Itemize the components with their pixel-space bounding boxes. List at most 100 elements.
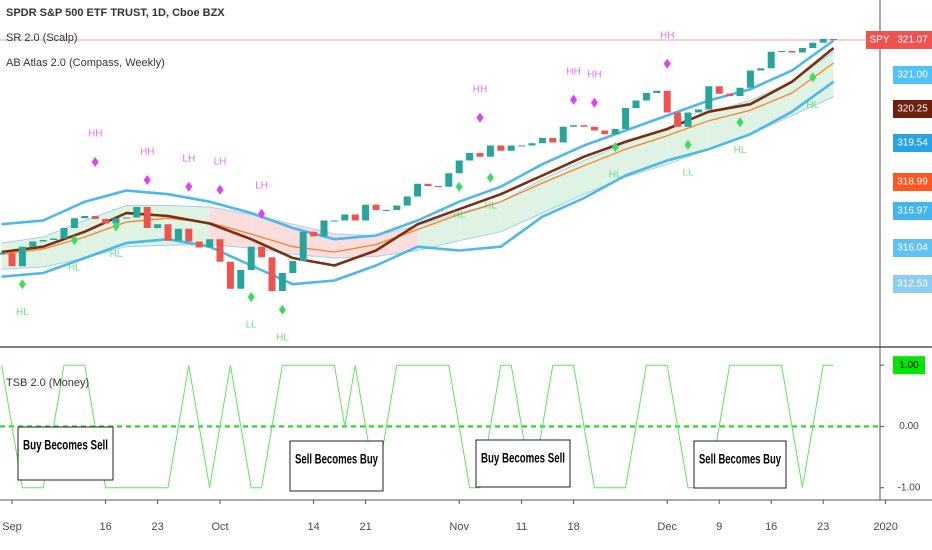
candle: [330, 220, 338, 222]
price-tag-label: 321.07: [897, 35, 928, 46]
pivot-diamond: [486, 172, 494, 183]
price-tag-label: 316.04: [897, 243, 928, 254]
cloud-segment: [417, 213, 460, 251]
candle: [70, 218, 78, 228]
pivot-diamond: [611, 142, 619, 152]
pivot-diamond: [143, 175, 151, 185]
candle: [216, 239, 224, 262]
candle: [538, 138, 546, 144]
x-tick-label: 14: [307, 521, 319, 533]
candle: [154, 224, 162, 228]
pivot-label: HL: [110, 249, 123, 260]
candle: [788, 51, 796, 53]
candle: [102, 219, 110, 224]
candle: [0, 252, 6, 255]
annotation-box: [17, 426, 114, 481]
pivot-diamond: [570, 94, 578, 105]
pivot-diamond: [663, 58, 671, 69]
candle: [746, 70, 754, 88]
candle: [767, 51, 775, 69]
pivot-label: HL: [68, 263, 81, 274]
indicator-line: [1, 62, 834, 255]
candle: [185, 228, 193, 242]
x-tick-label: 23: [151, 521, 163, 533]
price-tag: [893, 173, 932, 191]
candle: [382, 210, 390, 211]
candle: [393, 205, 401, 210]
pivot-label: HL: [276, 332, 289, 343]
candle: [466, 153, 474, 161]
x-tick-label: 16: [765, 521, 777, 533]
candle: [705, 86, 713, 110]
cloud-segment: [209, 207, 252, 249]
candle: [122, 217, 130, 219]
candle: [351, 214, 359, 221]
candle: [601, 130, 609, 135]
annotation-text: Sell Becomes Buy: [295, 451, 378, 467]
candle: [247, 246, 255, 270]
pivot-label: LH: [214, 156, 227, 167]
candle: [29, 241, 37, 247]
cloud-segment: [43, 220, 85, 267]
pivot-diamond: [18, 279, 26, 290]
price-tag: [893, 30, 932, 49]
y-tick-label: 1.00: [899, 360, 919, 371]
x-tick-label: 23: [817, 521, 829, 533]
cloud-segment: [584, 143, 626, 195]
pivot-diamond: [258, 208, 266, 219]
candle: [757, 68, 765, 71]
pivot-label: LL: [682, 167, 694, 178]
pivot-diamond: [247, 292, 255, 302]
price-tag-label: 319.54: [897, 138, 928, 149]
candle: [528, 143, 536, 146]
pivot-diamond: [185, 181, 193, 192]
pivot-label: HH: [88, 129, 102, 140]
candle: [611, 129, 619, 135]
indicator-name: TSB 2.0 (Money): [6, 377, 89, 389]
pivot-label: HH: [660, 30, 674, 41]
candle: [18, 246, 26, 267]
candle: [414, 183, 422, 197]
x-tick-label: 2020: [873, 521, 897, 533]
annotation-text: Buy Becomes Sell: [481, 450, 565, 466]
price-tag: [893, 239, 932, 257]
candle: [424, 183, 432, 186]
candle: [237, 270, 245, 289]
candle: [726, 93, 734, 96]
annotation-text: Sell Becomes Buy: [699, 451, 781, 467]
candle: [694, 109, 702, 113]
candle: [434, 186, 442, 187]
symbol-tag: [866, 30, 893, 49]
candle: [268, 257, 276, 291]
axes: Sep 16 23 Oct 14 21 Nov 11 18 Dec 9 16 23 2020 SPY 321.…: [0, 0, 932, 533]
candle: [39, 240, 47, 242]
pivot-label: HH: [566, 66, 580, 77]
candle: [403, 196, 411, 206]
candle: [164, 224, 172, 241]
y-tick-label: 0.00: [899, 421, 919, 432]
chart-title: SPDR S&P 500 ETF TRUST, 1D, Cboe BZX: [6, 7, 225, 19]
annotation-box: [475, 439, 571, 488]
candle: [580, 125, 588, 127]
indicator-name: AB Atlas 2.0 (Compass, Weekly): [6, 57, 165, 69]
annotation-box: [289, 440, 384, 492]
price-tag-label: 312.53: [897, 279, 928, 290]
pivot-diamond: [590, 97, 598, 108]
price-tag: [893, 202, 932, 220]
candle: [226, 261, 234, 289]
candle: [289, 261, 297, 273]
y-tick-label: -1.00: [898, 482, 921, 493]
x-tick-label: 21: [359, 521, 371, 533]
candle: [112, 218, 120, 224]
pivot-label: LL: [246, 320, 258, 331]
cloud-segment: [542, 160, 584, 213]
pivot-label: HH: [587, 69, 601, 80]
x-tick-label: Oct: [211, 521, 228, 533]
price-tag-label: 320.25: [897, 104, 928, 115]
price-tag: [893, 100, 932, 118]
candle: [278, 273, 286, 291]
annotation-text: Buy Becomes Sell: [23, 437, 108, 453]
cloud-segment: [792, 51, 834, 116]
pivot-diamond: [70, 235, 78, 245]
